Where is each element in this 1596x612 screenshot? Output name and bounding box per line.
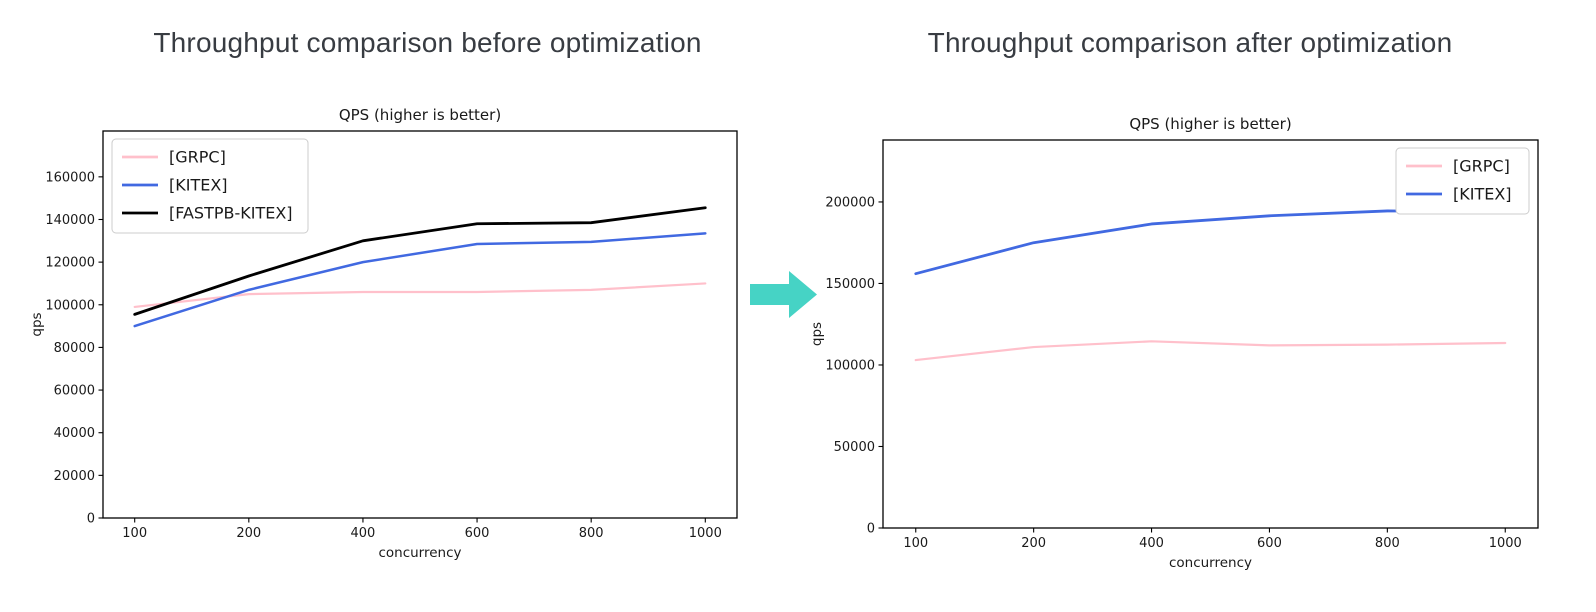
legend-box: [1395, 147, 1530, 215]
y-tick-label: 50000: [834, 440, 875, 455]
x-axis: 100 200 400 600 800 1000: [122, 518, 722, 541]
y-tick-label: 60000: [54, 384, 95, 399]
x-tick-label: 100: [903, 536, 928, 551]
line-chart-before-optimization: QPS (higher is better) 0 20000 40000 60000 80…: [29, 106, 738, 561]
legend: [GRPC] [KITEX] [FASTPB-KITEX]: [111, 138, 309, 234]
x-axis: 100 200 400 600 800 1000: [903, 528, 1522, 551]
right-arrow-icon: [750, 271, 817, 318]
legend-label-kitex: [KITEX]: [1453, 185, 1512, 204]
figure-title-after: Throughput comparison after optimization: [927, 27, 1453, 58]
y-tick-label: 40000: [54, 426, 95, 441]
x-tick-label: 600: [465, 526, 490, 541]
series-line-fastpb-kitex: [133, 206, 707, 316]
x-tick-label: 800: [1375, 536, 1400, 551]
y-tick-label: 100000: [825, 358, 875, 373]
y-tick-label: 200000: [825, 195, 875, 210]
legend: [GRPC] [KITEX]: [1395, 147, 1530, 215]
y-axis-label: qps: [809, 322, 825, 346]
legend-box: [111, 138, 309, 234]
series-line-kitex: [914, 209, 1507, 276]
plot-border: [882, 139, 1539, 529]
y-tick-label: 160000: [45, 170, 95, 185]
x-tick-label: 400: [351, 526, 376, 541]
y-axis-label: qps: [29, 312, 45, 336]
y-tick-label: 0: [867, 522, 875, 537]
y-tick-label: 100000: [45, 298, 95, 313]
plot-border: [102, 130, 738, 519]
y-axis: 0 50000 100000 150000 200000: [825, 195, 883, 537]
legend-label-kitex: [KITEX]: [169, 176, 228, 195]
y-tick-label: 0: [87, 512, 95, 527]
x-tick-label: 1000: [689, 526, 722, 541]
y-tick-label: 80000: [54, 341, 95, 356]
legend-label-grpc: [GRPC]: [169, 148, 226, 167]
transition-arrow: [750, 271, 818, 319]
chart-title: QPS (higher is better): [1129, 115, 1291, 133]
line-chart-after-optimization: QPS (higher is better) 0 50000 100000 150000…: [809, 115, 1539, 571]
x-axis-label: concurrency: [378, 545, 461, 561]
x-tick-label: 100: [122, 526, 147, 541]
x-tick-label: 800: [579, 526, 604, 541]
y-tick-label: 20000: [54, 469, 95, 484]
x-tick-label: 600: [1257, 536, 1282, 551]
y-tick-label: 120000: [45, 256, 95, 271]
figure-title-before: Throughput comparison before optimizatio…: [153, 27, 702, 58]
legend-label-grpc: [GRPC]: [1453, 157, 1510, 176]
x-axis-label: concurrency: [1169, 555, 1252, 571]
series-line-kitex: [133, 232, 707, 328]
y-tick-label: 140000: [45, 213, 95, 228]
x-tick-label: 200: [1021, 536, 1046, 551]
y-tick-label: 150000: [825, 277, 875, 292]
legend-label-fastpb-kitex: [FASTPB-KITEX]: [169, 204, 293, 223]
chart-title: QPS (higher is better): [339, 106, 501, 124]
x-tick-label: 400: [1139, 536, 1164, 551]
x-tick-label: 200: [236, 526, 261, 541]
series-line-grpc: [914, 340, 1507, 362]
x-tick-label: 1000: [1489, 536, 1522, 551]
y-axis: 0 20000 40000 60000 80000 100000 120000 140000 1…: [45, 170, 103, 527]
